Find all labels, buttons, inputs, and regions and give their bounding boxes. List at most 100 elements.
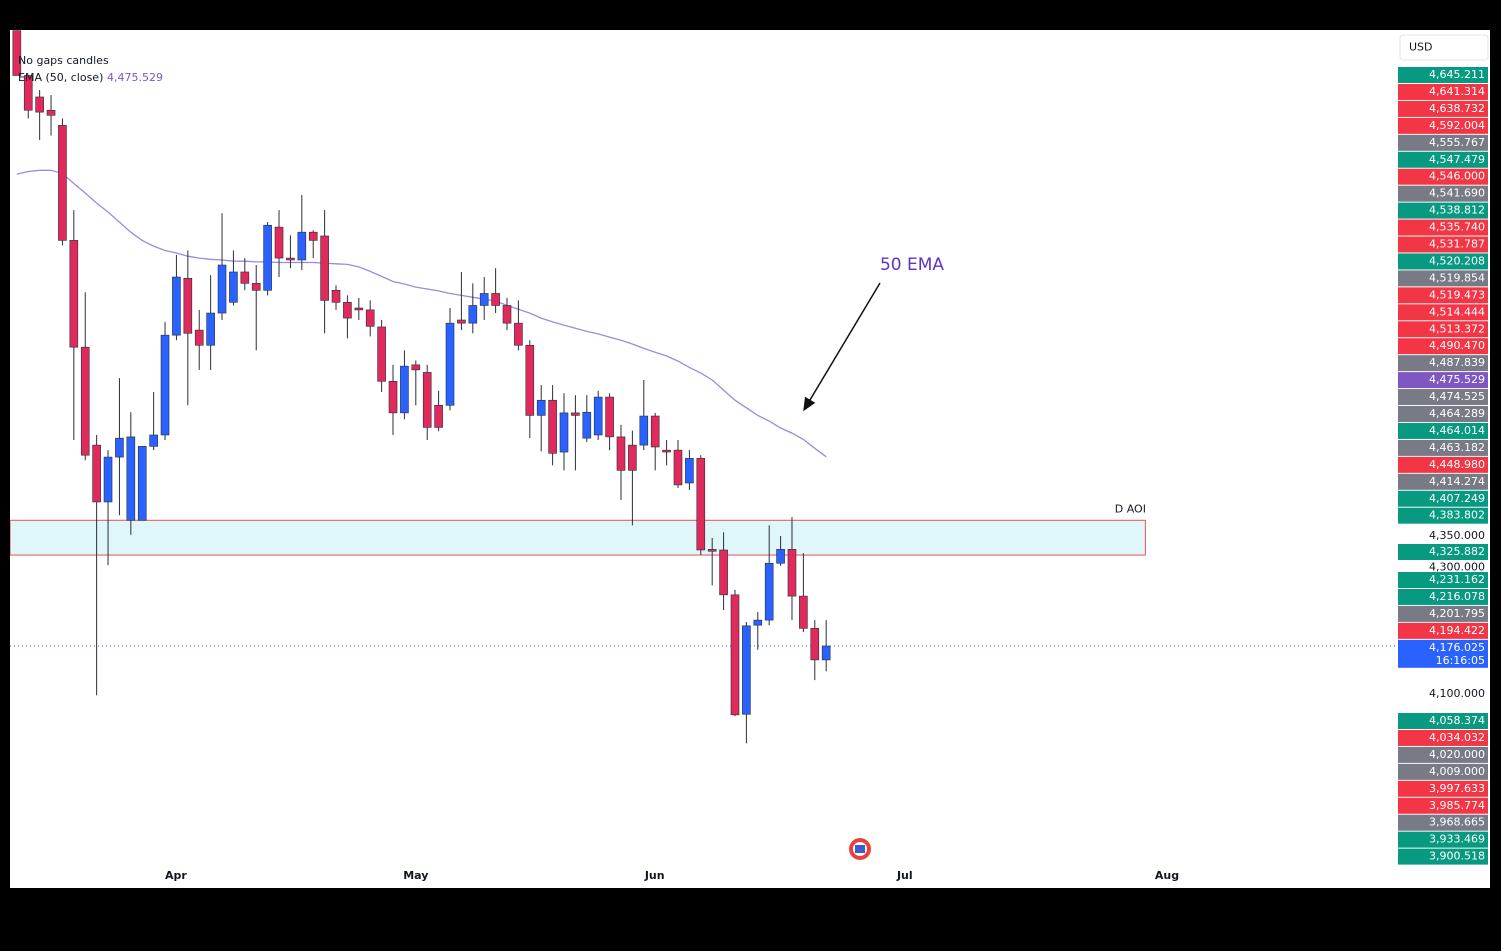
price-tag [1398,831,1488,848]
candle-body [685,458,694,484]
price-tag-label: 4,513.372 [1429,322,1485,335]
candle-body [23,75,33,111]
candle-body [787,549,797,597]
candle-body [92,444,101,503]
price-tag [1398,639,1488,668]
price-tag [1398,422,1488,439]
price-tag [1398,168,1488,185]
price-tag-label: 4,546.000 [1429,170,1485,183]
price-tag-label: 4,464.289 [1429,407,1485,420]
price-tag [1398,338,1488,355]
candle-body [434,404,443,428]
candle-body [172,276,181,336]
y-tick-label: 4,100.000 [1429,687,1485,700]
price-tag-label: 4,383.802 [1429,509,1485,522]
price-tag-label: 4,519.473 [1429,288,1485,301]
candle-body [605,396,614,438]
price-tag-label: 3,985.774 [1429,799,1485,812]
price-tag [1398,100,1488,117]
candle-body [149,434,158,447]
candle-body [12,30,22,76]
price-tag-label: 4,535.740 [1429,221,1485,234]
ema-line [16,169,827,458]
price-tag-label: 4,176.025 [1429,641,1485,654]
price-tag-label: 4,009.000 [1429,765,1485,778]
candle-body [35,96,44,113]
candle-body [103,456,113,503]
candle-body [468,305,478,324]
aoi-zone [10,519,1146,556]
price-tag-label: 4,538.812 [1429,204,1485,217]
candle-body [308,231,318,241]
price-tag-label: 4,638.732 [1429,102,1485,115]
candle-body [571,412,580,416]
candle-body [593,396,603,436]
candle-body [320,235,329,301]
candle-body [479,293,489,306]
candle-body [274,226,284,259]
candle-body [58,125,67,241]
price-tag [1398,236,1488,253]
price-tag-label: 4,464.014 [1429,424,1485,437]
price-tag [1398,202,1488,219]
price-tag [1398,321,1488,338]
candle-body [650,415,660,448]
price-axis: 4,100.000 4,300.000 4,350.000 4,645.211 4,64… [1398,67,1488,865]
candle-body [764,562,774,621]
candle-body [115,437,124,458]
candle-body [502,305,512,324]
candle-body [536,399,546,416]
countdown: 16:16:05 [1436,654,1485,667]
currency-box[interactable] [1399,34,1489,61]
candle-body [445,322,455,406]
candle-body [514,322,523,346]
legend-ema-value: 4,475.529 [107,71,163,84]
candle-body [639,415,649,446]
price-tag-label: 4,514.444 [1429,305,1485,318]
price-tag [1398,588,1488,605]
price-tag [1398,134,1488,151]
price-tag-label: 3,968.665 [1429,816,1485,829]
price-tag-label: 4,463.182 [1429,441,1485,454]
aoi-label: D AOI [1115,502,1146,515]
price-tag [1398,67,1488,83]
price-tag [1398,185,1488,202]
price-tag-label: 4,231.162 [1429,573,1485,586]
candle-body [422,372,432,428]
legend-ema-name: EMA (50, close) [18,71,103,84]
candle-body [730,594,740,716]
candle-body [548,399,557,454]
price-tag [1398,763,1488,780]
candle-body [662,449,671,453]
price-tag-label: 4,555.767 [1429,136,1485,149]
price-tag [1398,355,1488,372]
price-tag [1398,117,1488,134]
price-tag-label: 4,201.795 [1429,607,1485,620]
candle-body [229,271,238,303]
candle-body [799,595,808,629]
candle-body [331,290,341,303]
candle-body [183,278,193,334]
price-tag-label: 4,414.274 [1429,475,1485,488]
price-tag [1398,572,1488,588]
price-tag [1398,372,1488,389]
y-tick-label: 4,350.000 [1429,529,1485,542]
candle-body [69,240,79,348]
price-tag [1398,780,1488,797]
candle-body [160,334,170,436]
candle-body [696,458,706,551]
price-tag [1398,797,1488,814]
candle-body [616,436,626,471]
candle-body [365,309,375,327]
price-tag-label: 4,325.882 [1429,545,1485,558]
candle-body [240,271,250,284]
candle-body [742,625,751,715]
price-tag-label: 4,020.000 [1429,748,1485,761]
price-tag-label: 4,475.529 [1429,373,1485,386]
candle-body [206,312,215,346]
price-tag [1398,507,1488,524]
candle-body [753,619,763,626]
price-tag [1398,605,1488,622]
x-tick-label: Apr [165,869,187,882]
